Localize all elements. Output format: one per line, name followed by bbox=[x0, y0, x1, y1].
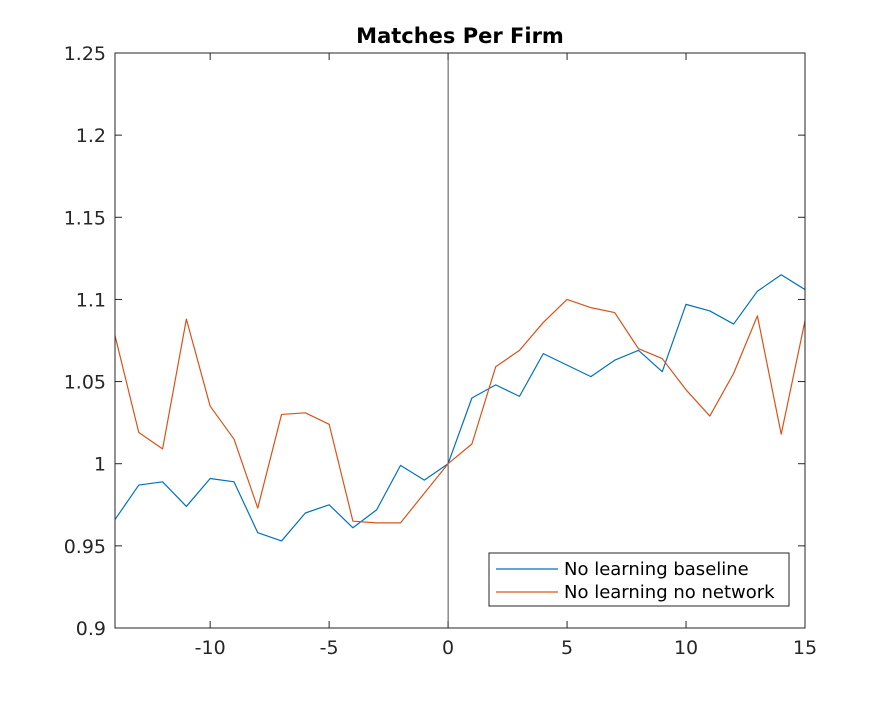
y-tick-label: 1.15 bbox=[64, 207, 106, 229]
y-tick-label: 1.25 bbox=[64, 43, 106, 65]
plot-area-background bbox=[115, 53, 805, 628]
x-tick-label: 0 bbox=[442, 637, 454, 659]
series-line-0 bbox=[114, 274, 806, 542]
x-tick-label: -5 bbox=[320, 637, 339, 659]
chart-title: Matches Per Firm bbox=[356, 24, 564, 48]
y-tick-label: 1.2 bbox=[76, 125, 106, 147]
legend-box bbox=[488, 552, 790, 607]
legend: No learning baseline No learning no netw… bbox=[488, 552, 790, 607]
legend-label-no-network: No learning no network bbox=[564, 582, 775, 603]
plot-area-frame bbox=[114, 52, 806, 629]
series-group bbox=[114, 274, 806, 542]
y-tick-labels: 0.9 0.95 1 1.05 1.1 1.15 1.2 1.25 bbox=[64, 43, 106, 640]
series-line-1 bbox=[114, 298, 806, 524]
x-tick-label: 15 bbox=[793, 637, 817, 659]
y-tick-label: 1.1 bbox=[76, 289, 106, 311]
x-tick-labels: -10 -5 0 5 10 15 bbox=[195, 637, 817, 659]
x-tick-label: 5 bbox=[561, 637, 573, 659]
y-tick-label: 1 bbox=[94, 454, 106, 476]
y-tick-label: 0.9 bbox=[76, 618, 106, 640]
legend-label-baseline: No learning baseline bbox=[564, 559, 749, 580]
axis-ticks-group bbox=[115, 52, 806, 629]
y-tick-label: 0.95 bbox=[64, 536, 106, 558]
y-tick-label: 1.05 bbox=[64, 372, 106, 394]
x-tick-label: 10 bbox=[674, 637, 698, 659]
x-tick-label: -10 bbox=[195, 637, 226, 659]
